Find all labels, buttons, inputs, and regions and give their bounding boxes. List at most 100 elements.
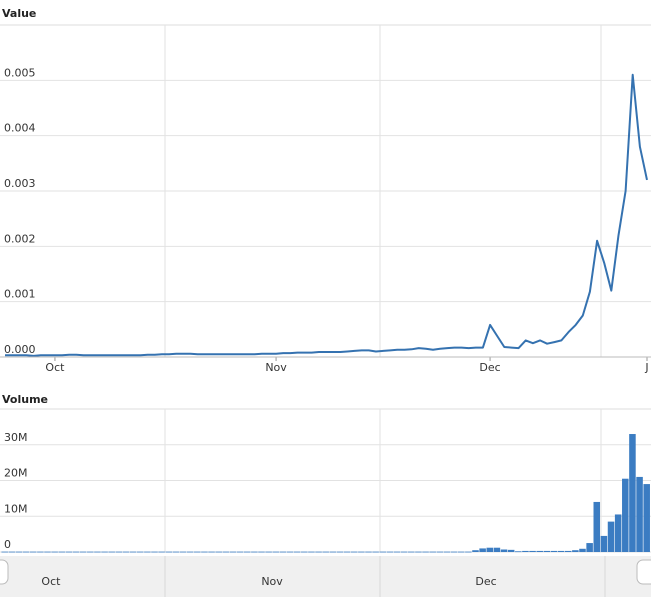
bar [251,551,258,553]
bar [165,551,173,553]
navigator-handle[interactable] [636,559,651,585]
bar [293,551,301,553]
navigator-label: Oct [41,575,61,588]
y-tick-label: 0.004 [4,122,36,135]
line [5,73,648,357]
bar [536,550,543,552]
bar [243,551,251,553]
bar [65,551,73,553]
bar [386,551,394,553]
bar [44,551,51,553]
bar [622,478,629,552]
bar [94,551,101,553]
bar [436,551,444,553]
bar [572,550,579,552]
bar [201,551,208,553]
x-tick-label: Nov [265,361,287,374]
bar [443,551,451,553]
bar [108,551,115,553]
navigator-handle[interactable] [0,559,9,585]
bar [258,551,265,553]
navigator-label: Dec [475,575,496,588]
bar [79,551,87,553]
bar [372,551,379,553]
bar [343,551,351,553]
x-tick-label: J [644,361,648,374]
bar [336,551,344,553]
navigator-label: Nov [261,575,283,588]
bar [529,550,536,552]
bar [279,551,287,553]
bar [58,551,66,553]
bar [365,551,372,553]
bar [315,551,322,553]
bar [429,551,436,553]
bar [629,434,636,552]
chart-title: Value [2,7,36,20]
bar [486,547,494,552]
y-tick-label: 0.001 [4,288,36,301]
bar [151,551,158,553]
y-tick-label: 0.005 [4,66,36,79]
bar [186,551,194,553]
bar [422,551,429,553]
bar [222,551,230,553]
chart-title: Volume [2,393,48,406]
y-tick-label: 0.002 [4,232,36,245]
bar [329,551,337,553]
bar [607,521,615,552]
bar [415,551,422,553]
bar [322,551,329,553]
bar [87,551,94,553]
bar [636,476,643,552]
y-tick-label: 30M [4,431,28,444]
bar [179,551,187,553]
bar [500,549,508,552]
bar [393,551,401,553]
bar [586,543,593,552]
bar [29,551,37,553]
vertical-grid [164,25,602,552]
bar [472,550,479,552]
bar [8,551,16,553]
bar [550,550,558,552]
bar [400,551,408,553]
bar [457,551,465,553]
bar [557,550,565,552]
bar [265,551,272,553]
y-tick-label: 10M [4,502,28,515]
y-tick-label: 0.003 [4,177,36,190]
bar [515,551,522,553]
bar [136,551,144,553]
bar [465,551,472,553]
bar [122,551,130,553]
bar [579,548,586,552]
bar [543,550,551,552]
bar [308,551,315,553]
bar [1,551,8,553]
bar [286,551,294,553]
bar [115,551,123,553]
bar [301,551,308,553]
bar [493,547,501,552]
bar [564,550,572,552]
bar [51,551,58,553]
bar [229,551,237,553]
bar [350,551,358,553]
bar [236,551,244,553]
bar [144,551,151,553]
bar [22,551,30,553]
bar [194,551,201,553]
navigator[interactable] [0,556,651,597]
bar [15,551,23,553]
x-tick-label: Oct [45,361,65,374]
bar [358,551,365,553]
bar [215,551,222,553]
navigator-grid [164,556,606,597]
bar [522,550,529,552]
y-tick-label: 20M [4,467,28,480]
y-tick-label: 0 [4,538,11,551]
bar [37,551,44,553]
bar [600,535,608,552]
